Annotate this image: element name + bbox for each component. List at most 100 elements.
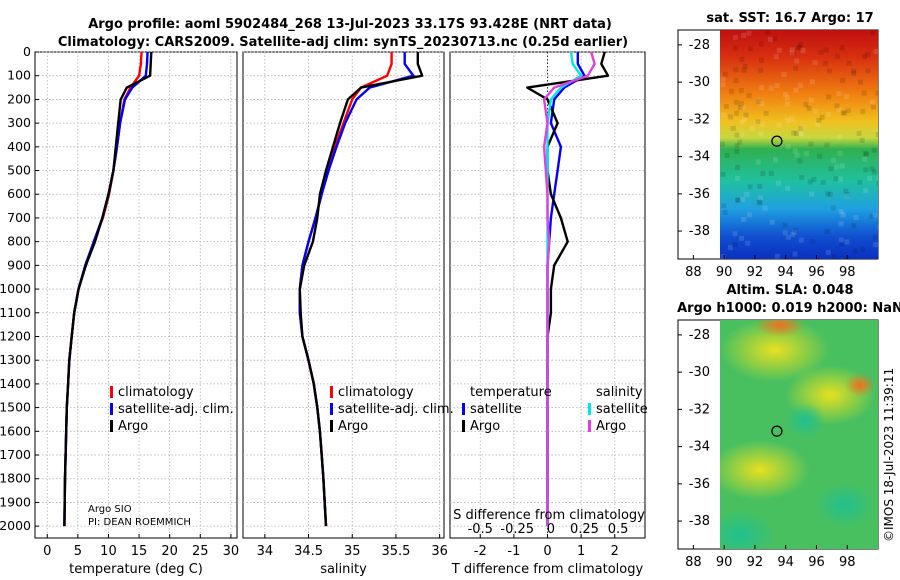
sst-pixel [792, 229, 798, 235]
y-tick-label: 700 [7, 210, 31, 225]
sst-pixel [789, 47, 795, 53]
y-tick-label: 1500 [0, 400, 31, 415]
sst-pixel [798, 41, 804, 47]
x-tick-label: 35 [344, 544, 361, 559]
sst-pixel [826, 94, 832, 100]
map-lon-label: 92 [747, 265, 764, 280]
sst-pixel [757, 195, 763, 201]
sst-pixel [758, 68, 764, 74]
sst-pixel [797, 158, 803, 164]
sst-pixel [838, 237, 844, 243]
sst-pixel [798, 237, 804, 243]
sst-pixel [797, 44, 803, 50]
sst-pixel [749, 126, 755, 131]
sst-pixel [735, 197, 741, 203]
sst-pixel [757, 183, 763, 189]
sst-pixel [836, 107, 842, 113]
sst-pixel [804, 150, 810, 156]
legend-swatch-argo [110, 420, 113, 432]
sst-pixel [735, 197, 741, 203]
map-lon-label: 98 [839, 265, 856, 280]
sst-pixel [739, 119, 745, 125]
map-lon-label: 94 [777, 265, 794, 280]
credit-institution: Argo SIO [88, 504, 132, 515]
sst-pixel [732, 242, 738, 248]
sst-pixel-texture [720, 30, 878, 259]
sst-pixel [744, 191, 750, 197]
sst-pixel [758, 57, 764, 63]
sst-pixel [791, 130, 797, 136]
legend-label-argo: Argo [338, 419, 368, 434]
map-lat-label: -34 [689, 150, 710, 165]
x-tick-label: 35.5 [381, 544, 410, 559]
s-difference-ticks: -0.5 -0.25 0 0.25 0.5 [468, 522, 629, 537]
sst-pixel [835, 53, 840, 59]
sst-pixel [844, 239, 850, 245]
s-tick-label: 0.5 [608, 522, 629, 537]
sst-pixel [823, 47, 829, 53]
sst-pixel [734, 149, 740, 154]
sst-pixel [873, 234, 878, 240]
sst-pixel [756, 99, 762, 104]
sst-pixel [862, 156, 868, 162]
legend-label-t-satellite: satellite [470, 402, 522, 417]
sst-pixel [746, 30, 752, 36]
sst-pixel [722, 71, 728, 77]
sst-pixel [737, 105, 743, 111]
series-line-argo [298, 52, 424, 527]
sst-pixel [747, 184, 753, 190]
map-lon-label: 92 [747, 555, 764, 570]
sst-pixel [735, 175, 741, 181]
sst-pixel [740, 196, 746, 202]
s-tick-label: -0.5 [468, 522, 493, 537]
sst-pixel [792, 228, 798, 234]
y-tick-label: 600 [7, 186, 31, 201]
y-tick-label: 100 [7, 68, 31, 83]
sst-pixel [873, 242, 878, 248]
y-tick-label: 400 [7, 139, 31, 154]
legend-swatch-t-argo [462, 420, 465, 432]
sst-pixel [742, 116, 748, 122]
legend-label-satellite: satellite-adj. clim. [118, 402, 234, 417]
sst-pixel [785, 101, 791, 107]
sst-pixel [739, 56, 745, 62]
sst-pixel [826, 111, 832, 117]
legend-label-t-argo: Argo [470, 419, 500, 434]
sst-pixel [867, 175, 872, 181]
sla-low-blob [785, 402, 825, 438]
map-lat-label: -28 [689, 38, 710, 53]
sst-pixel [798, 131, 804, 137]
sla-map: 88 90 92 94 96 98 -28 -30 -32 -34 -36 -38 [677, 319, 879, 570]
sst-pixel [839, 163, 845, 169]
sst-pixel [876, 175, 878, 181]
x-tick-label: -2 [474, 544, 487, 559]
sst-pixel [828, 166, 834, 172]
sst-pixel [869, 213, 875, 219]
sla-peak-blob [755, 320, 805, 337]
legend-swatch-s-satellite [588, 403, 591, 415]
sst-pixel [839, 45, 845, 51]
sst-pixel [870, 99, 875, 105]
sst-pixel [720, 76, 726, 82]
sst-pixel [733, 67, 739, 73]
y-tick-label: 300 [7, 115, 31, 130]
sst-pixel [758, 131, 764, 137]
sst-pixel [800, 124, 806, 130]
map-lon-label: 88 [685, 265, 702, 280]
watermark: ©IMOS 18-Jul-2023 11:39:11 [882, 368, 896, 542]
y-tick-label: 1300 [0, 352, 31, 367]
sst-pixel [857, 179, 863, 185]
sst-pixel [810, 239, 816, 245]
x-axis-label: T difference from climatology [451, 562, 644, 577]
sst-pixel [807, 179, 813, 185]
map-lon-label: 96 [808, 555, 825, 570]
sst-pixel [721, 112, 727, 118]
sst-pixel [840, 110, 846, 116]
sst-pixel [745, 240, 751, 246]
sst-map: 88 90 92 94 96 98 -28 -30 -32 -34 -36 -38 [677, 29, 879, 280]
sst-pixel [860, 108, 866, 114]
legend-label-s-argo: Argo [596, 419, 626, 434]
sst-pixel [789, 50, 795, 56]
sst-pixel [723, 104, 729, 110]
sst-pixel [870, 104, 876, 110]
